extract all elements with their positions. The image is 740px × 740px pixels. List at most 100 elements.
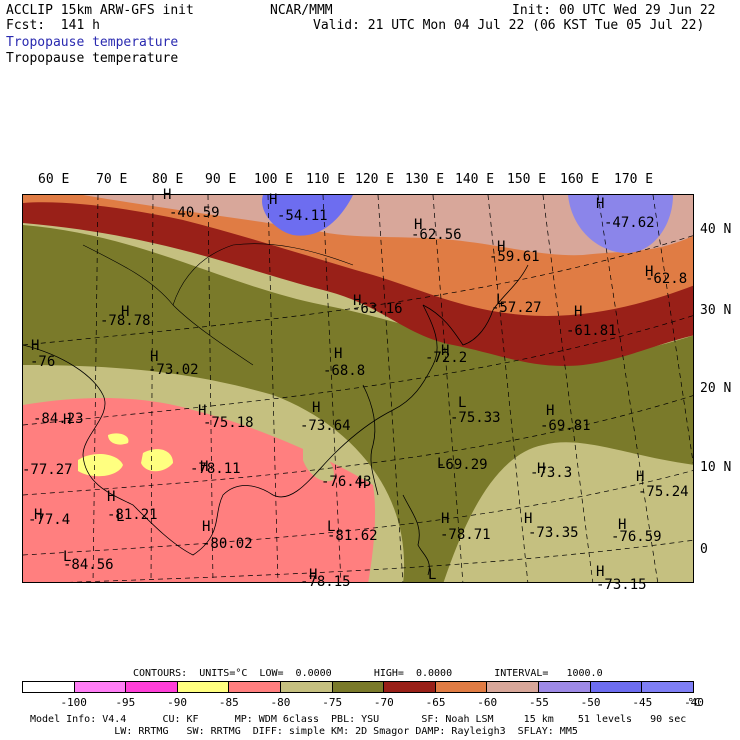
low-center-marker: L	[327, 519, 336, 535]
header-forecast-hour: Fcst: 141 h	[6, 18, 100, 33]
extremum-value: -75.33	[450, 410, 501, 426]
high-center-marker: H	[34, 507, 43, 523]
low-center-marker: L	[437, 456, 446, 472]
model-info-line1: Model Info: V4.4 CU: KF MP: WDM 6class P…	[30, 714, 687, 725]
high-center-marker: H	[618, 517, 627, 533]
extremum-value: -80.02	[202, 536, 253, 552]
header-institution: NCAR/MMM	[270, 3, 333, 18]
colorbar-tick-label: -80	[270, 696, 291, 709]
shade-yellow-3	[108, 433, 129, 445]
header-init-time: Init: 00 UTC Wed 29 Jun 22	[512, 3, 716, 18]
shade-dark-olive	[23, 225, 693, 582]
longitude-label: 120 E	[355, 172, 395, 187]
longitude-label: 90 E	[205, 172, 237, 187]
shade-blue-east	[568, 195, 673, 254]
high-center-marker: H	[574, 304, 583, 320]
coastline-japan	[422, 264, 529, 346]
colorbar-tick-label: -70	[373, 696, 394, 709]
colorbar-unit: °C	[687, 696, 701, 709]
high-center-marker: H	[524, 511, 533, 527]
longitude-label: 160 E	[560, 172, 600, 187]
high-center-marker: H	[353, 293, 362, 309]
extremum-value: -40.59	[169, 205, 220, 221]
extremum-value: -47.62	[604, 215, 655, 231]
low-center-marker: L	[63, 549, 72, 565]
colorbar-swatch	[435, 682, 488, 692]
colorbar-tick-label: -75	[322, 696, 343, 709]
colorbar-tick-label: -100	[60, 696, 87, 709]
extremum-value: -69.81	[540, 418, 591, 434]
high-center-marker: H	[63, 412, 72, 428]
field-contour-label: Tropopause temperature	[6, 51, 179, 66]
longitude-label: 140 E	[455, 172, 495, 187]
low-center-marker: L	[458, 395, 467, 411]
extremum-value: -73.3	[530, 465, 573, 481]
high-center-marker: H	[200, 459, 209, 475]
colorbar-swatch	[384, 682, 436, 692]
extremum-value: -81.21	[107, 507, 158, 523]
colorbar-swatch	[332, 682, 385, 692]
extremum-value: -73.35	[528, 525, 579, 541]
graticule	[23, 195, 693, 582]
high-center-marker: H	[202, 519, 211, 535]
high-center-marker: H	[441, 343, 450, 359]
colorbar-tick-label: -65	[425, 696, 446, 709]
low-center-marker: L	[116, 509, 125, 525]
high-center-marker: H	[546, 403, 555, 419]
high-center-marker: H	[107, 489, 116, 505]
colorbar-tick-label: -85	[218, 696, 239, 709]
extremum-value: -61.81	[566, 323, 617, 339]
header-valid-time: Valid: 21 UTC Mon 04 Jul 22 (06 KST Tue …	[313, 18, 705, 33]
extremum-value: -59.61	[489, 249, 540, 265]
map-canvas	[23, 195, 693, 582]
extremum-value: -78.11	[190, 461, 241, 477]
extremum-value: -68.8	[323, 363, 366, 379]
extremum-value: -78.15	[300, 574, 351, 590]
extremum-value: -78.71	[440, 527, 491, 543]
contour-info: CONTOURS: UNITS=°C LOW= 0.0000 HIGH= 0.0…	[133, 668, 603, 679]
longitude-label: 170 E	[614, 172, 654, 187]
high-center-marker: H	[645, 264, 654, 280]
extremum-value: -73.64	[300, 418, 351, 434]
colorbar-tick-label: -50	[580, 696, 601, 709]
shade-light-pink	[83, 195, 693, 256]
colorbar-tick-label: -45	[632, 696, 653, 709]
extremum-value: -81.62	[327, 528, 378, 544]
high-center-marker: H	[441, 511, 450, 527]
colorbar-swatch	[642, 682, 693, 692]
shade-yellow-2	[141, 449, 173, 472]
colorbar-swatch	[177, 682, 230, 692]
colorbar-swatch	[126, 682, 178, 692]
latitude-label: 10 N	[700, 460, 732, 475]
shade-khaki-island	[303, 445, 334, 482]
high-center-marker: H	[537, 461, 546, 477]
high-center-marker: H	[269, 192, 278, 208]
low-center-marker: L	[428, 567, 437, 583]
extremum-value: -76.59	[611, 529, 662, 545]
high-center-marker: H	[121, 304, 130, 320]
high-center-marker: H	[31, 338, 40, 354]
model-info-line2: LW: RRTMG SW: RRTMG DIFF: simple KM: 2D …	[30, 726, 578, 737]
extremum-value: -77.4	[28, 512, 71, 528]
high-center-marker: H	[596, 196, 605, 212]
longitude-label: 70 E	[96, 172, 128, 187]
longitude-label: 60 E	[38, 172, 70, 187]
latitude-label: 30 N	[700, 303, 732, 318]
colorbar-tick-label: -40	[684, 696, 704, 709]
colorbar-swatch	[590, 682, 643, 692]
latitude-label: 40 N	[700, 222, 732, 237]
high-center-marker: H	[636, 469, 645, 485]
field-shaded-label: Tropopause temperature	[6, 35, 179, 50]
colorbar-swatch	[23, 682, 75, 692]
extremum-value: -75.24	[638, 484, 689, 500]
colorbar-swatch	[229, 682, 282, 692]
colorbar-tick-label: -60	[477, 696, 498, 709]
colorbar-tick-label: -95	[115, 696, 136, 709]
extremum-value: -78.78	[100, 313, 151, 329]
extremum-value: -73.02	[148, 362, 199, 378]
colorbar-tick-label: -55	[528, 696, 549, 709]
extremum-value: -76	[30, 354, 56, 370]
colorbar-swatch	[74, 682, 127, 692]
longitude-label: 110 E	[306, 172, 346, 187]
colorbar-swatch	[487, 682, 540, 692]
